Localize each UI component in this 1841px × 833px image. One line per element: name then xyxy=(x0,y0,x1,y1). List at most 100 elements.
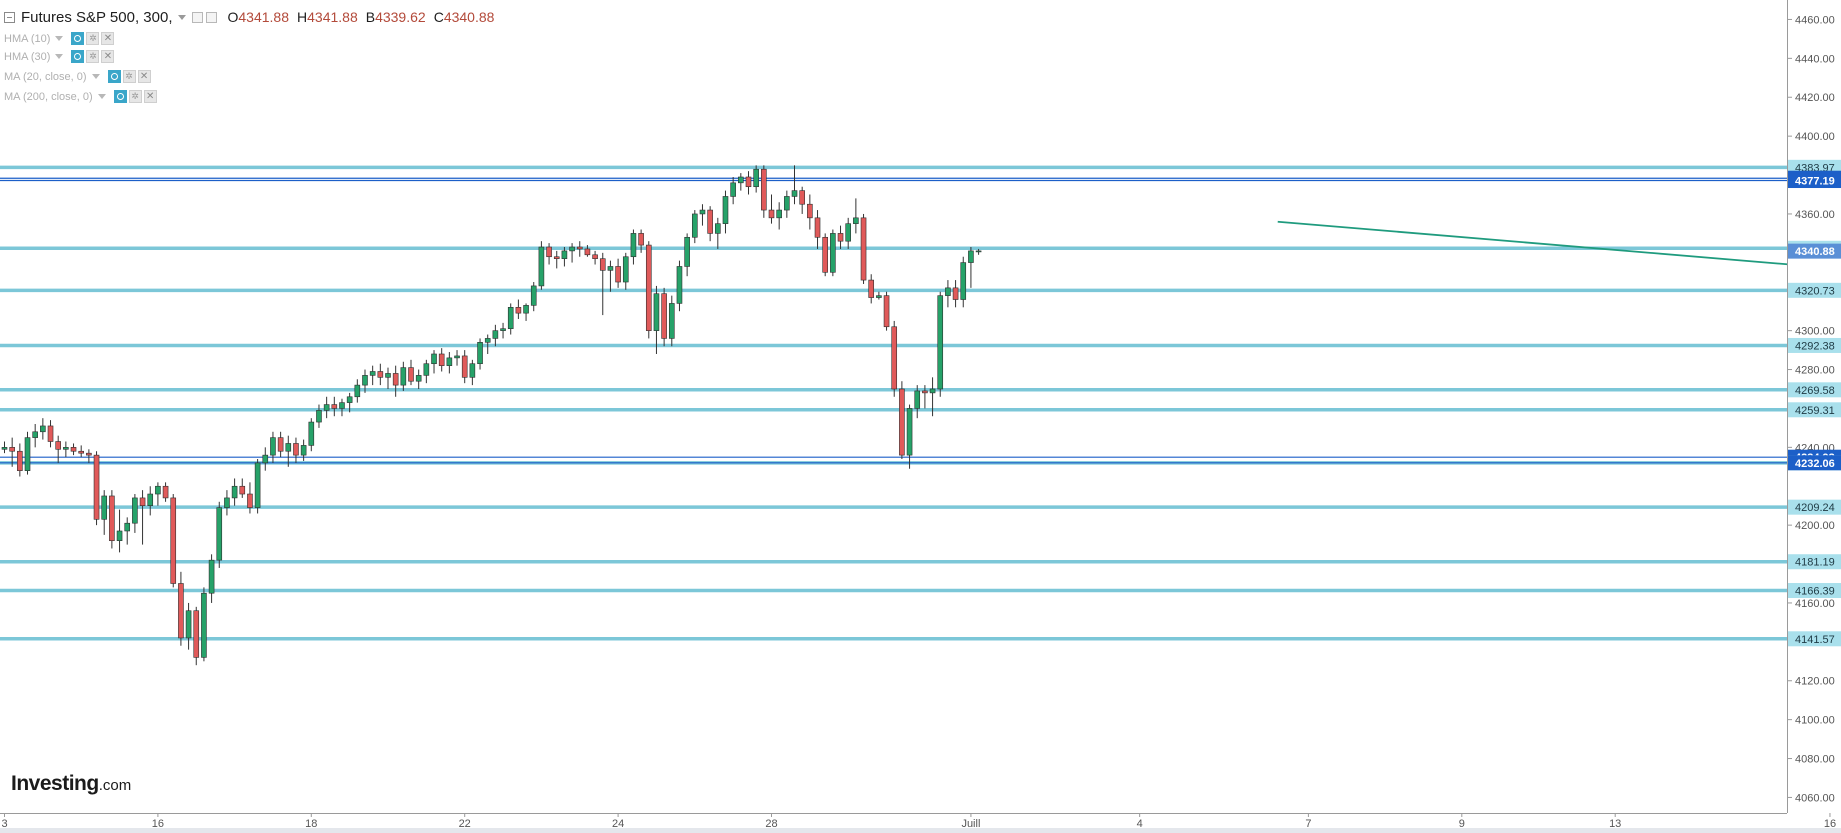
chevron-down-icon[interactable] xyxy=(91,74,100,79)
candle-body xyxy=(239,485,246,495)
trend-line[interactable] xyxy=(1277,220,1841,331)
candle-body xyxy=(684,236,690,267)
level-price-label: 4232.06 xyxy=(1788,455,1841,471)
level-price-label: 4166.39 xyxy=(1788,583,1841,599)
close-icon[interactable]: ✕ xyxy=(101,32,115,45)
eye-icon[interactable] xyxy=(113,90,127,103)
gear-icon[interactable]: ✲ xyxy=(86,32,100,45)
candle-body xyxy=(661,293,667,339)
candle-body xyxy=(170,497,177,584)
candle-body xyxy=(185,610,192,639)
candle-body xyxy=(63,447,69,450)
candle-body xyxy=(492,330,499,339)
x-tick-label: 24 xyxy=(612,818,624,830)
candle xyxy=(454,350,460,366)
gear-icon[interactable]: ✲ xyxy=(86,50,100,63)
eye-icon[interactable] xyxy=(107,70,121,83)
candle xyxy=(132,494,138,533)
x-tick-label: 3 xyxy=(1,818,7,830)
candle xyxy=(477,338,483,370)
candle-body xyxy=(147,493,154,506)
candle-body xyxy=(216,507,223,561)
close-icon[interactable]: ✕ xyxy=(137,70,151,83)
candle-body xyxy=(132,497,138,524)
candle xyxy=(469,359,476,386)
candle-body xyxy=(86,452,92,456)
candle xyxy=(170,494,177,588)
x-tick-label: 16 xyxy=(152,818,164,830)
candle xyxy=(523,303,529,321)
candle-body xyxy=(408,367,414,382)
eye-icon[interactable] xyxy=(71,50,85,63)
candle xyxy=(47,420,54,448)
candle xyxy=(185,602,192,650)
candle-body xyxy=(791,190,798,197)
indicator-row-hma30: HMA (30) ✲ ✕ xyxy=(4,49,115,64)
ohlc-open: O4341.88 xyxy=(227,9,290,25)
candle xyxy=(270,431,276,463)
candle-body xyxy=(561,250,568,259)
symbol-title[interactable]: Futures S&P 500, 300, xyxy=(21,8,173,26)
candle xyxy=(761,165,767,218)
collapse-icon[interactable] xyxy=(4,11,15,23)
candle xyxy=(208,554,215,603)
candle-body xyxy=(952,287,959,300)
candle xyxy=(676,260,683,312)
candle xyxy=(599,252,606,316)
candle-body xyxy=(553,256,560,259)
candle xyxy=(323,396,330,419)
investing-logo: Investing.com xyxy=(11,772,132,795)
candle-body xyxy=(599,258,606,271)
candle-body xyxy=(845,223,852,242)
y-tick-label: 4120.00 xyxy=(1795,676,1835,688)
candle-body xyxy=(622,256,629,283)
candle-body xyxy=(538,246,545,287)
indicator-label[interactable]: MA (200, close, 0) xyxy=(4,90,93,103)
gear-icon[interactable]: ✲ xyxy=(122,70,136,83)
close-icon[interactable]: ✕ xyxy=(101,50,115,63)
candle-body xyxy=(70,447,77,452)
candle xyxy=(385,367,391,389)
level-price-label-text: 4259.31 xyxy=(1795,405,1835,417)
candle xyxy=(645,241,652,339)
candle-body xyxy=(316,410,322,423)
last-price-label-bg xyxy=(1788,243,1841,259)
candle-body xyxy=(822,236,828,273)
candle xyxy=(975,248,982,255)
indicator-label[interactable]: MA (20, close, 0) xyxy=(4,70,87,83)
indicator-label[interactable]: HMA (30) xyxy=(4,50,51,63)
candle-body xyxy=(745,176,752,188)
candle xyxy=(500,322,506,339)
candle xyxy=(124,517,131,545)
candle-body xyxy=(224,497,230,508)
indicator-label[interactable]: HMA (10) xyxy=(4,32,51,45)
chevron-down-icon[interactable] xyxy=(97,94,106,99)
candle xyxy=(569,243,575,263)
candle-body xyxy=(124,522,131,532)
candle xyxy=(738,173,744,191)
y-tick-label: 4280.00 xyxy=(1795,365,1835,377)
eye-icon[interactable] xyxy=(71,32,85,45)
x-tick-label: 9 xyxy=(1459,818,1465,830)
candle xyxy=(9,437,15,467)
chevron-down-icon[interactable] xyxy=(177,14,186,20)
hide-icon[interactable] xyxy=(205,11,217,23)
x-tick-label: Juill xyxy=(961,818,980,830)
bottom-strip xyxy=(0,828,1841,833)
gear-icon[interactable]: ✲ xyxy=(128,90,142,103)
x-tick-label: 16 xyxy=(1824,818,1836,830)
close-icon[interactable]: ✕ xyxy=(143,90,157,103)
candle-body xyxy=(331,404,338,409)
candle xyxy=(78,445,84,458)
trend-line-group xyxy=(1277,220,1841,331)
chevron-down-icon[interactable] xyxy=(55,54,64,59)
candle xyxy=(331,396,338,417)
chevron-down-icon[interactable] xyxy=(55,36,64,41)
candle xyxy=(630,229,637,265)
candle-body xyxy=(101,495,108,520)
candle-body xyxy=(308,421,315,446)
level-price-label-text: 4181.19 xyxy=(1795,557,1835,569)
settings-icon[interactable] xyxy=(191,11,203,23)
candle xyxy=(515,299,522,319)
